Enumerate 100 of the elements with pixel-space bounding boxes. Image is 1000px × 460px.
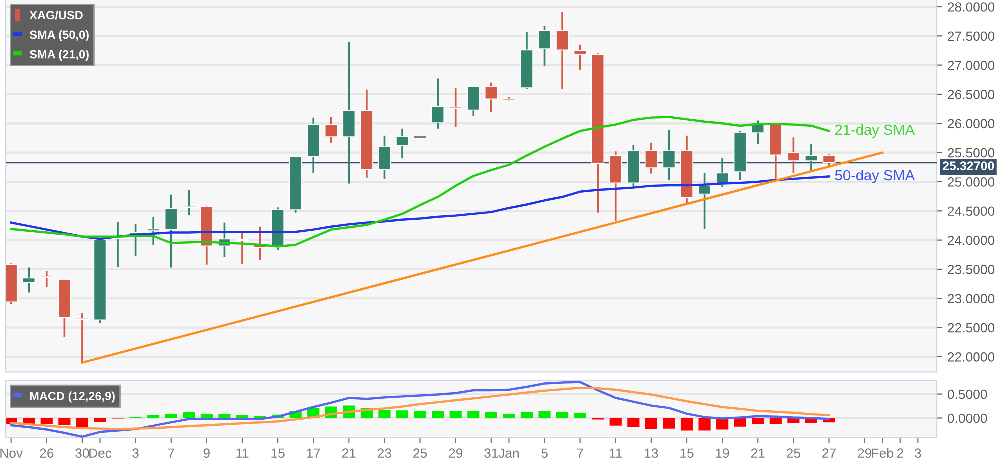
bar	[396, 410, 409, 418]
candlestick	[556, 11, 570, 90]
x-tick-label: 3	[914, 448, 922, 458]
x-tick-label: 5	[542, 448, 548, 458]
y-tick-label: 0.0000	[948, 414, 988, 424]
y-tick-label: 23.0000	[948, 294, 995, 304]
y-tick-label: 24.5000	[948, 206, 995, 216]
candlestick	[484, 82, 498, 113]
bar	[610, 418, 622, 426]
x-tick-label: 21	[751, 448, 765, 458]
bar	[148, 415, 160, 418]
candlestick	[698, 172, 712, 230]
x-tick-label: 26	[40, 448, 54, 458]
line-series	[10, 116, 830, 248]
bar	[432, 411, 444, 418]
x-tick-label: 29	[858, 448, 872, 458]
candlestick	[538, 25, 552, 67]
bar	[574, 413, 586, 418]
x-tick-label: 15	[680, 448, 694, 458]
x-tick-label: 30	[76, 448, 90, 458]
x-tick-label: 31	[484, 448, 498, 458]
y-tick-label: 27.5000	[948, 32, 995, 42]
candlestick	[822, 154, 836, 168]
bar	[468, 411, 480, 418]
x-tick-label: Nov	[0, 448, 24, 458]
bar	[414, 411, 426, 418]
annotation: 21-day SMA	[836, 124, 916, 138]
candlestick	[662, 129, 676, 182]
y-tick-label: 22.0000	[948, 352, 995, 362]
x-tick-label: 11	[610, 448, 622, 458]
candlestick	[805, 143, 818, 173]
y-tick-label: 28.0000	[948, 2, 995, 12]
y-tick-label: 22.5000	[948, 323, 995, 333]
legend-label: XAG/USD	[30, 10, 83, 20]
candlestick	[574, 44, 587, 71]
x-tick-label: 11	[236, 448, 249, 458]
candlestick	[467, 85, 480, 117]
candlestick	[378, 135, 392, 180]
x-tick-label: 3	[132, 448, 139, 458]
candlestick	[644, 142, 658, 175]
x-tick-label: 19	[716, 448, 730, 458]
x-tick-label: Jan	[498, 448, 519, 458]
x-tick-label: 7	[577, 448, 584, 458]
candlestick	[449, 87, 462, 128]
y-tick-label: 23.5000	[948, 265, 995, 274]
x-tick-label: Dec	[90, 448, 112, 458]
x-tick-label: 23	[378, 448, 392, 458]
candlestick	[236, 232, 249, 266]
bar	[76, 418, 89, 428]
bar	[520, 412, 534, 418]
candlestick	[147, 216, 160, 246]
candlestick	[76, 312, 89, 364]
x-tick-label: 29	[449, 448, 463, 458]
y-tick-label: 26.5000	[948, 90, 995, 100]
bar	[663, 418, 676, 429]
bar	[645, 418, 658, 430]
x-tick-label: 2	[897, 448, 904, 458]
bar	[94, 418, 106, 422]
bar	[485, 412, 498, 418]
bar	[378, 410, 391, 418]
x-tick-label: 25	[787, 448, 800, 458]
bar	[58, 418, 71, 426]
candlestick	[182, 189, 196, 216]
bar	[628, 418, 640, 428]
ref-line-label: 25.32700	[942, 162, 994, 170]
y-tick-label: 24.0000	[948, 236, 995, 246]
bar	[503, 414, 516, 418]
bar	[538, 411, 551, 418]
candlestick	[324, 116, 338, 144]
bar	[680, 418, 694, 431]
x-tick-label: 21	[342, 448, 356, 458]
annotation: 50-day SMA	[835, 170, 916, 184]
x-tick-label: 9	[204, 448, 210, 458]
x-tick-label: 7	[168, 448, 174, 458]
candlestick	[164, 194, 178, 269]
legend-label: MACD (12,26,9)	[30, 392, 115, 403]
x-tick-label: 13	[645, 448, 658, 458]
candlestick	[396, 128, 409, 159]
legend-label: SMA (21,0)	[30, 50, 89, 62]
legend-label: SMA (50,0)	[30, 30, 89, 42]
bar	[165, 414, 178, 418]
bar	[770, 418, 782, 424]
x-tick-label: 15	[272, 448, 285, 458]
y-tick-label: 27.0000	[948, 60, 995, 70]
y-tick-label: 0.5000	[948, 390, 988, 400]
candlestick	[22, 266, 36, 294]
y-tick-label: 26.0000	[948, 119, 995, 129]
bar	[556, 412, 569, 418]
bar	[752, 418, 764, 424]
bar	[698, 418, 711, 431]
y-tick-label: 25.0000	[948, 178, 995, 187]
y-tick-label: 25.5000	[948, 148, 995, 158]
x-tick-label: 25	[414, 448, 428, 458]
candlestick	[40, 270, 54, 288]
bar	[734, 418, 746, 427]
bar	[183, 412, 196, 418]
candlestick	[432, 78, 445, 130]
line-series	[10, 386, 830, 430]
x-tick-label: 17	[307, 448, 320, 458]
candlestick	[787, 136, 800, 174]
